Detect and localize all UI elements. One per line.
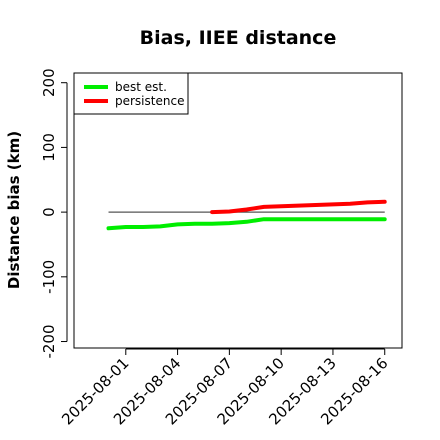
y-axis-title: Distance bias (km) xyxy=(5,131,23,289)
legend-label: persistence xyxy=(115,94,184,108)
y-tick-label: -100 xyxy=(40,260,58,294)
y-axis: -200 -100 0 100 200 xyxy=(40,68,68,359)
y-tick-label: 200 xyxy=(40,68,58,97)
plot-lines xyxy=(106,199,387,231)
legend: best est.persistence xyxy=(73,72,189,115)
legend-box xyxy=(73,72,189,115)
chart-title: Bias, IIEE distance xyxy=(140,27,337,49)
y-tick-label: 0 xyxy=(40,207,58,217)
series-line xyxy=(106,217,387,231)
legend-label: best est. xyxy=(115,80,167,94)
series-line xyxy=(210,199,387,215)
x-axis: 2025-08-012025-08-042025-08-072025-08-10… xyxy=(58,348,392,428)
plot-area-frame xyxy=(73,72,403,349)
y-tick-label: -200 xyxy=(40,325,58,359)
y-tick-label: 100 xyxy=(40,133,58,162)
